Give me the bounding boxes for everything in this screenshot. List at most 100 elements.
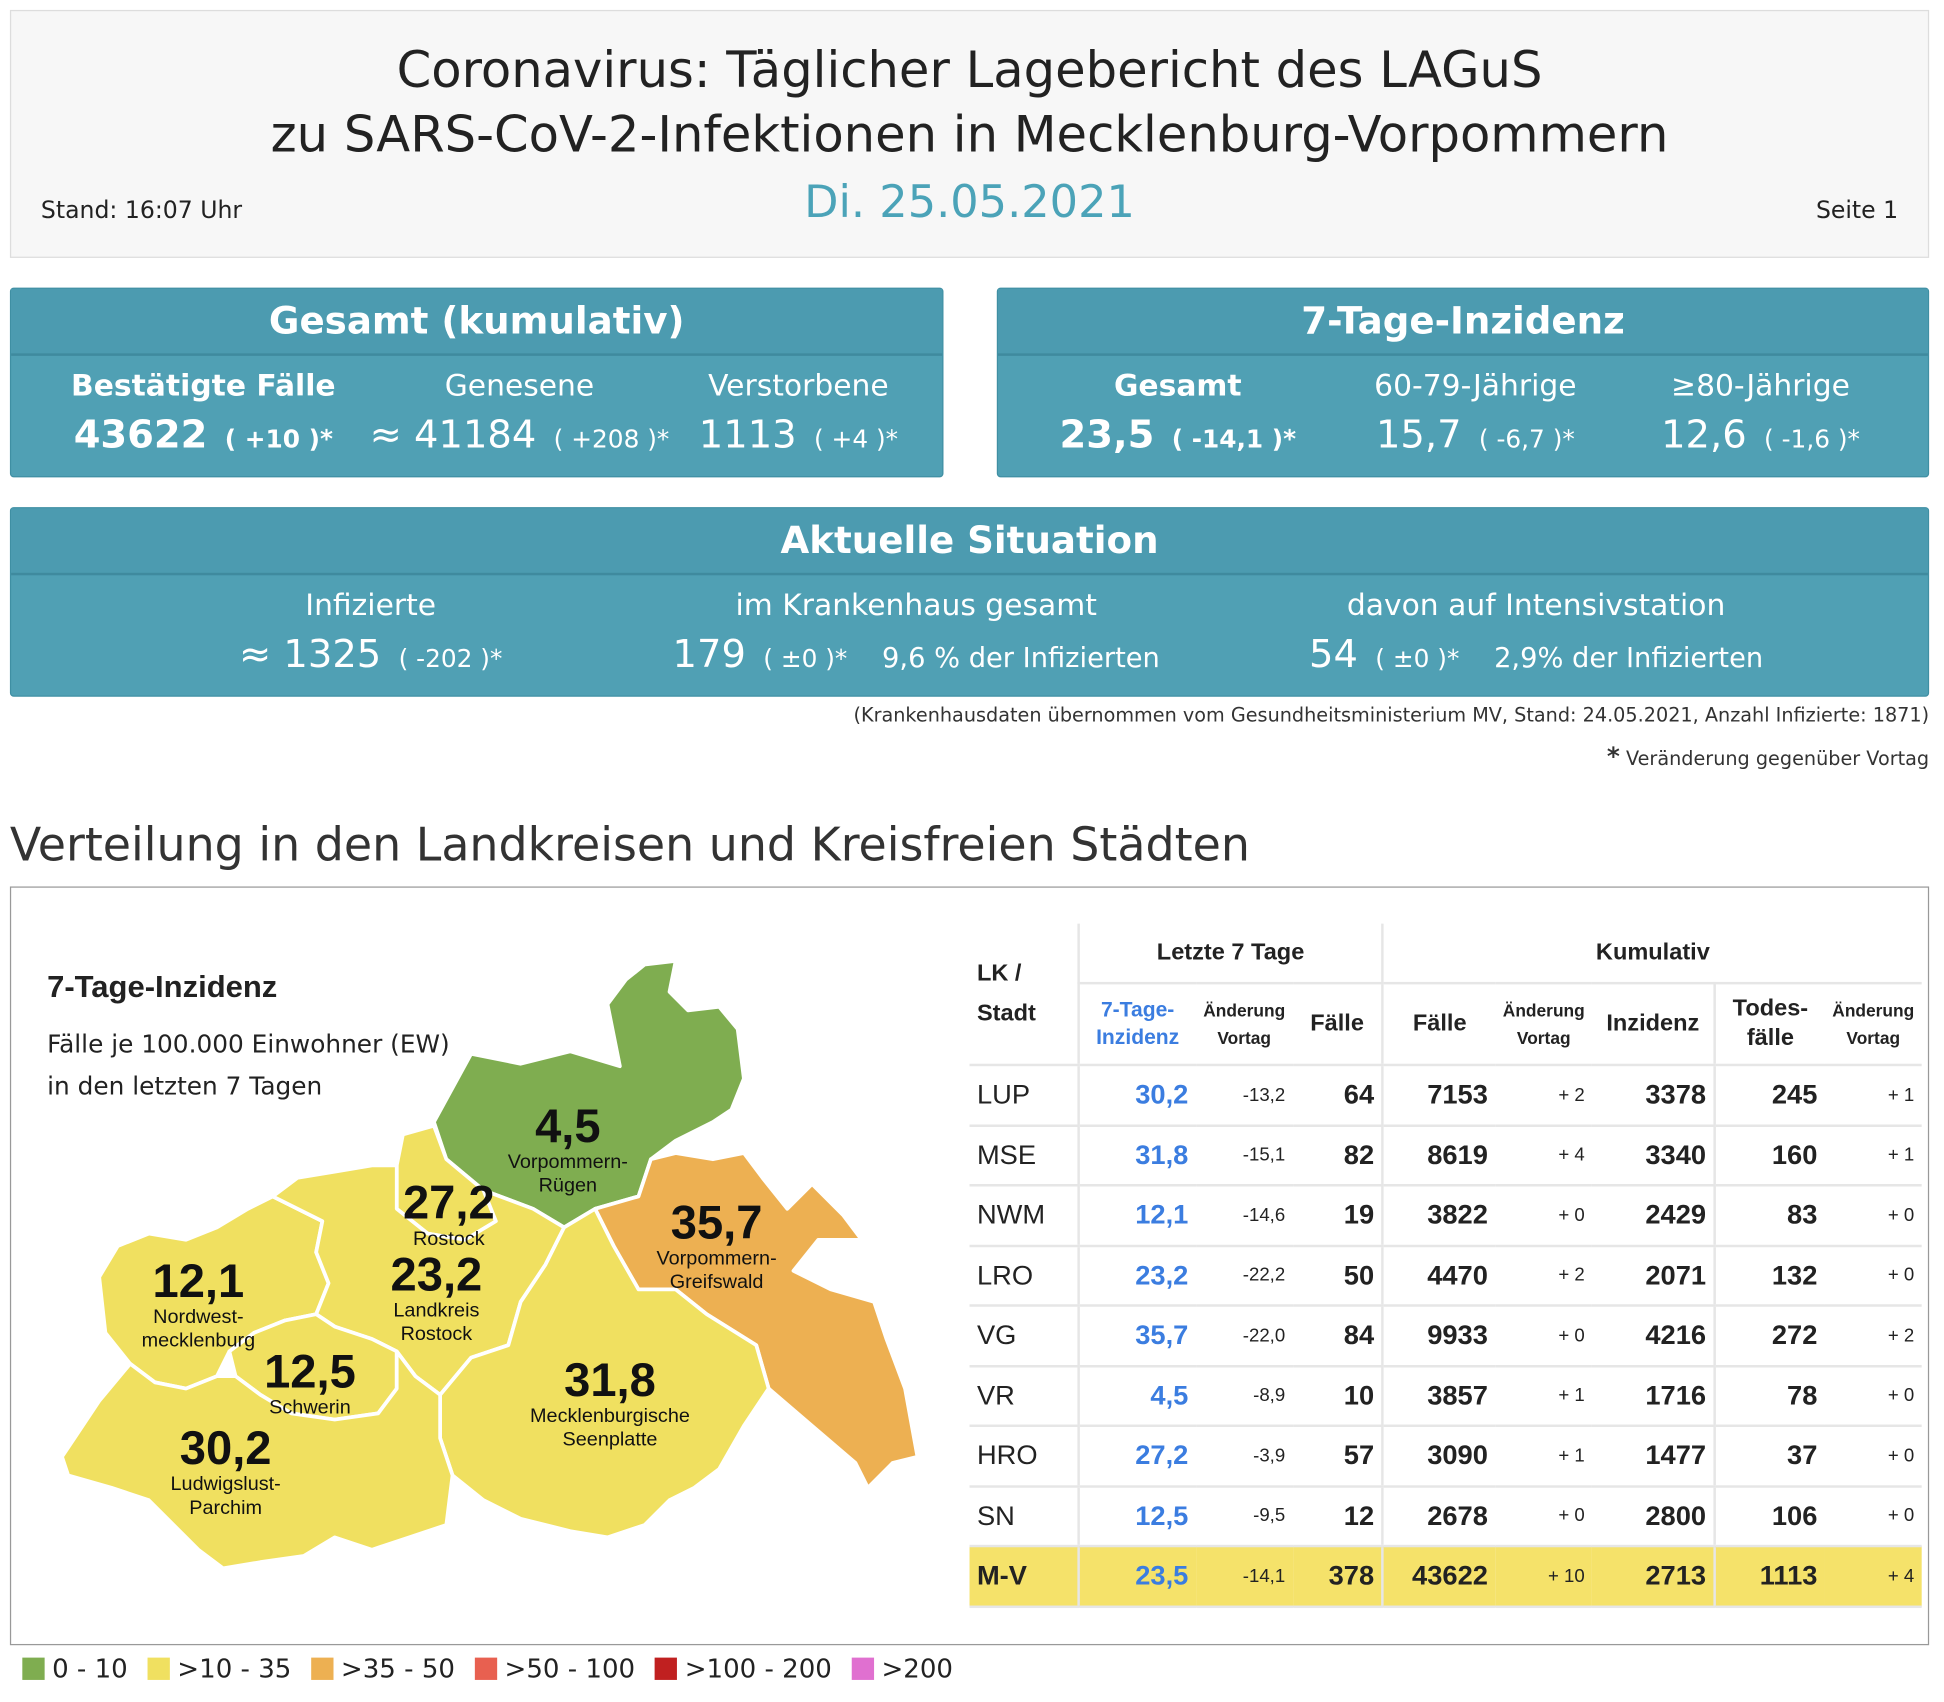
value: 54 <box>1309 632 1358 677</box>
cell-change-7: -3,9 <box>1195 1425 1293 1488</box>
cell-change-7: -22,2 <box>1195 1245 1293 1307</box>
column-value: 1113 ( +4 )* <box>631 413 966 458</box>
column-label: Genesene <box>444 368 595 403</box>
panel-column: davon auf Intensivstation 54 ( ±0 )* 2,9% d… <box>1276 583 1797 677</box>
cell-change-deaths: + 0 <box>1824 1425 1922 1488</box>
region-value: 35,7 <box>670 1197 763 1250</box>
region-name: Ludwigslust- <box>170 1474 281 1496</box>
region-name: Schwerin <box>269 1397 351 1419</box>
cell-change-deaths: + 4 <box>1824 1546 1922 1608</box>
col-todesfaelle: Todes-fälle <box>1713 983 1825 1067</box>
cell-change-7: -22,0 <box>1195 1305 1293 1367</box>
cell-change-deaths: + 0 <box>1824 1245 1922 1307</box>
asterisk: * <box>1606 741 1620 772</box>
cell-inzidenz-7: 23,5 <box>1077 1546 1196 1608</box>
aktuell-panel: Aktuelle Situation Infizierte ≈ 1325 ( -20… <box>9 507 1930 697</box>
cell-change-cases: + 0 <box>1495 1305 1593 1367</box>
cell-cases-7: 10 <box>1292 1365 1383 1427</box>
col-faelle7: Fälle <box>1292 983 1383 1067</box>
cell-cases-7: 84 <box>1292 1305 1383 1367</box>
report-date: Di. 25.05.2021 <box>804 177 1135 229</box>
map-label-vg: 35,7 Vorpommern- Greifswald <box>605 1200 828 1294</box>
legend-swatch <box>654 1657 678 1680</box>
legend-label: >100 - 200 <box>684 1653 832 1684</box>
cell-deaths: 37 <box>1713 1425 1825 1488</box>
cell-inzidenz: 3340 <box>1592 1125 1715 1187</box>
cell-deaths: 245 <box>1713 1064 1825 1127</box>
cell-change-deaths: + 1 <box>1824 1125 1922 1187</box>
column-value: 15,7 ( -6,7 )* <box>1308 413 1643 458</box>
cell-cases: 8619 <box>1381 1125 1496 1187</box>
cell-deaths: 83 <box>1713 1185 1825 1247</box>
value: ≈ 41184 <box>369 412 537 458</box>
title-line-1: Coronavirus: Täglicher Lagebericht des L… <box>396 42 1543 100</box>
map-subtitle-2: in den letzten 7 Tagen <box>47 1071 323 1101</box>
map-label-sn: 12,5 Schwerin <box>198 1349 421 1420</box>
column-value: ≈ 1325 ( -202 )* <box>110 632 631 677</box>
cell-inzidenz: 2713 <box>1592 1546 1715 1608</box>
column-value: 23,5 ( -14,1 )* <box>1010 413 1345 458</box>
region-value: 12,1 <box>152 1255 245 1308</box>
col-change-death: Änderung Vortag <box>1824 983 1922 1067</box>
region-name: Seenplatte <box>562 1429 658 1451</box>
cell-change-7: -9,5 <box>1195 1485 1293 1548</box>
col-inzidenz7: 7-Tage- Inzidenz <box>1077 983 1196 1067</box>
group-cumulative: Kumulativ <box>1381 923 1922 985</box>
stand-time: Stand: 16:07 Uhr <box>40 197 243 225</box>
cell-change-deaths: + 0 <box>1824 1365 1922 1427</box>
cell-district: SN <box>969 1485 1079 1548</box>
change-since-yesterday: ( ±0 )* <box>1375 643 1460 674</box>
cell-change-7: -15,1 <box>1195 1125 1293 1187</box>
col-inzidenz: Inzidenz <box>1592 983 1715 1067</box>
region-value: 27,2 <box>402 1177 495 1230</box>
map-region-mse[interactable] <box>438 1206 771 1540</box>
change-since-yesterday: ( -6,7 )* <box>1478 424 1575 454</box>
cell-cases: 9933 <box>1381 1305 1496 1367</box>
change-since-yesterday: ( -202 )* <box>398 643 503 674</box>
table-row: HRO 27,2 -3,9 57 3090 + 1 1477 37 + 0 <box>969 1425 1922 1488</box>
map-region-lup[interactable] <box>60 1349 455 1571</box>
value: 43622 <box>73 412 208 458</box>
page-number: Seite 1 <box>1815 197 1899 225</box>
legend-label: >10 - 35 <box>177 1653 292 1684</box>
cell-inzidenz: 3378 <box>1592 1064 1715 1127</box>
cell-change-7: -14,6 <box>1195 1185 1293 1247</box>
legend-label: >200 <box>881 1653 953 1684</box>
map-subtitle-1: Fälle je 100.000 Einwohner (EW) <box>47 1029 450 1059</box>
section-title: Verteilung in den Landkreisen und Kreisf… <box>9 818 1250 872</box>
region-name: Vorpommern- <box>507 1151 628 1173</box>
district-table: LK / Stadt Letzte 7 Tage Kumulativ 7-Tage… <box>969 923 1922 1608</box>
panel-column: ≥80-Jährige 12,6 ( -1,6 )* <box>1593 363 1928 457</box>
cell-inzidenz: 2071 <box>1592 1245 1715 1307</box>
map-label-mse: 31,8 Mecklenburgische Seenplatte <box>498 1358 721 1452</box>
value: 23,5 <box>1059 412 1155 458</box>
share-of-infected: 9,6 % der Infizierten <box>882 643 1160 675</box>
column-value: 43622 ( +10 )* <box>36 413 371 458</box>
column-label: Verstorbene <box>708 368 889 403</box>
region-name: Parchim <box>189 1497 263 1519</box>
cell-district: NWM <box>969 1185 1079 1247</box>
cell-district: MSE <box>969 1125 1079 1187</box>
title-line-2: zu SARS-CoV-2-Infektionen in Mecklenburg… <box>270 106 1669 164</box>
panel-column: Verstorbene 1113 ( +4 )* <box>631 363 966 457</box>
column-value: 12,6 ( -1,6 )* <box>1593 413 1928 458</box>
map-label-nwm: 12,1 Nordwest-mecklenburg <box>87 1258 310 1352</box>
source-note: (Krankenhausdaten übernommen vom Gesundh… <box>853 704 1930 727</box>
region-name: Mecklenburgische <box>530 1405 690 1428</box>
region-name: Landkreis <box>393 1300 480 1322</box>
cell-inzidenz: 4216 <box>1592 1305 1715 1367</box>
inzidenz-panel: 7-Tage-Inzidenz Gesamt 23,5 ( -14,1 )* 60-7… <box>996 287 1930 478</box>
legend-swatch <box>147 1657 170 1680</box>
legend-swatch <box>22 1657 45 1680</box>
value: 179 <box>672 632 746 677</box>
col-faelle: Fälle <box>1381 983 1496 1067</box>
column-label: ≥80-Jährige <box>1671 368 1850 403</box>
cell-cases: 7153 <box>1381 1064 1496 1127</box>
cell-deaths: 272 <box>1713 1305 1825 1367</box>
column-label: davon auf Intensivstation <box>1346 587 1726 623</box>
table-row: LRO 23,2 -22,2 50 4470 + 2 2071 132 + 0 <box>969 1245 1922 1307</box>
region-name: Rügen <box>538 1175 598 1197</box>
legend-label: >35 - 50 <box>340 1653 455 1684</box>
cell-deaths: 1113 <box>1713 1546 1825 1608</box>
cell-district: LUP <box>969 1064 1079 1127</box>
